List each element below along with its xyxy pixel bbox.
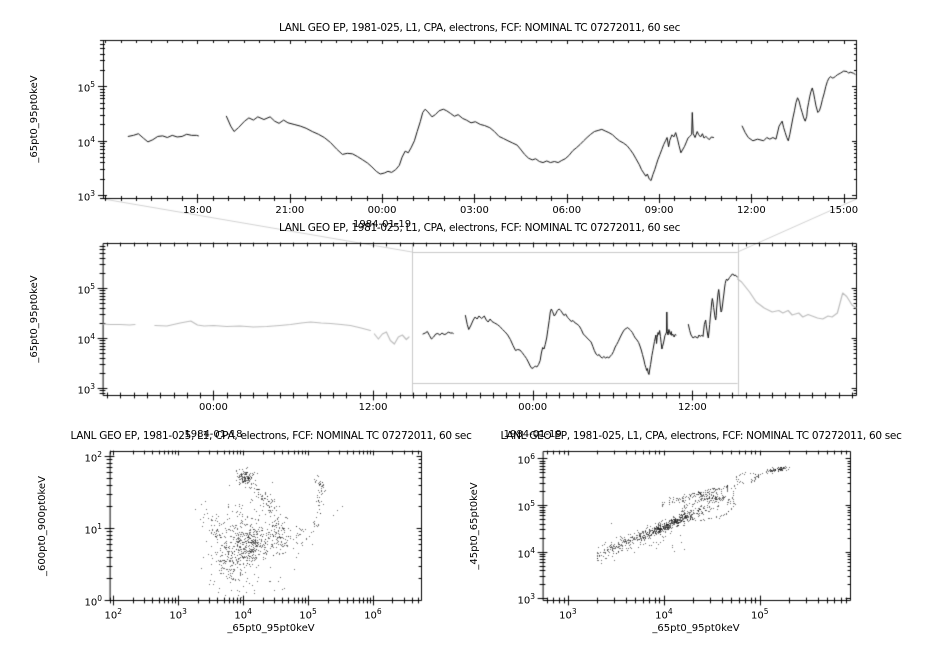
- x-tick-label: 09:00: [644, 205, 674, 216]
- x-tick-label: 06:00: [552, 205, 582, 216]
- x-tick-label: 00:00: [199, 402, 228, 413]
- y-tick-label: 105: [77, 80, 95, 95]
- x-tick-label: 105: [299, 607, 317, 622]
- top-date-label: 1984-01-19: [353, 219, 412, 230]
- y-tick-label: 105: [77, 282, 95, 297]
- x-tick-label: 105: [751, 607, 769, 622]
- scatter-left-x-axis-label: _65pt0_95pt0keV: [227, 623, 315, 634]
- x-tick-label: 106: [364, 607, 382, 622]
- y-tick-label: 100: [84, 594, 102, 609]
- x-tick-label: 104: [655, 607, 673, 622]
- y-tick-label: 103: [77, 382, 95, 397]
- scatter-left-y-axis-label: _600pt0_900pt0keV: [37, 476, 48, 576]
- x-tick-label: 00:00: [367, 205, 397, 216]
- x-tick-label: 12:00: [736, 205, 766, 216]
- x-tick-label: 104: [234, 607, 252, 622]
- x-tick-label: 21:00: [275, 205, 305, 216]
- x-tick-label: 12:00: [358, 402, 388, 413]
- x-tick-label: 102: [104, 607, 122, 622]
- context-date-label: 1984-01-19: [503, 429, 562, 440]
- context-panel-title: LANL GEO EP, 1981-025, L1, CPA, electron…: [278, 222, 681, 234]
- y-tick-label: 104: [77, 134, 95, 150]
- y-tick-label: 101: [84, 522, 102, 537]
- y-tick-label: 103: [77, 189, 95, 204]
- y-tick-label: 105: [517, 499, 535, 514]
- x-tick-label: 03:00: [460, 205, 489, 216]
- x-tick-label: 18:00: [183, 205, 212, 216]
- x-tick-label: 103: [559, 607, 577, 622]
- y-tick-label: 102: [84, 450, 102, 465]
- x-tick-label: 00:00: [518, 402, 548, 413]
- scatter-left-title: LANL GEO EP, 1981-025, L1, CPA, electron…: [70, 430, 472, 442]
- scatter-right-x-axis-label: _65pt0_95pt0keV: [652, 623, 740, 634]
- x-tick-label: 15:00: [829, 205, 859, 216]
- top-y-axis-label: _65pt0_95pt0keV: [29, 75, 40, 163]
- context-y-axis-label: _65pt0_95pt0keV: [29, 275, 40, 363]
- scatter-right-y-axis-label: _45pt0_65pt0keV: [469, 482, 480, 570]
- context-date-label: 1984-01-18: [184, 429, 243, 440]
- x-tick-label: 12:00: [677, 402, 707, 413]
- y-tick-label: 104: [77, 332, 95, 347]
- scatter-right-title: LANL GEO EP, 1981-025, L1, CPA, electron…: [500, 430, 902, 442]
- y-tick-label: 104: [517, 545, 535, 560]
- y-tick-label: 106: [517, 452, 535, 467]
- top-panel-title: LANL GEO EP, 1981-025, L1, CPA, electron…: [278, 22, 681, 34]
- y-tick-label: 103: [517, 592, 535, 607]
- x-tick-label: 103: [169, 607, 187, 622]
